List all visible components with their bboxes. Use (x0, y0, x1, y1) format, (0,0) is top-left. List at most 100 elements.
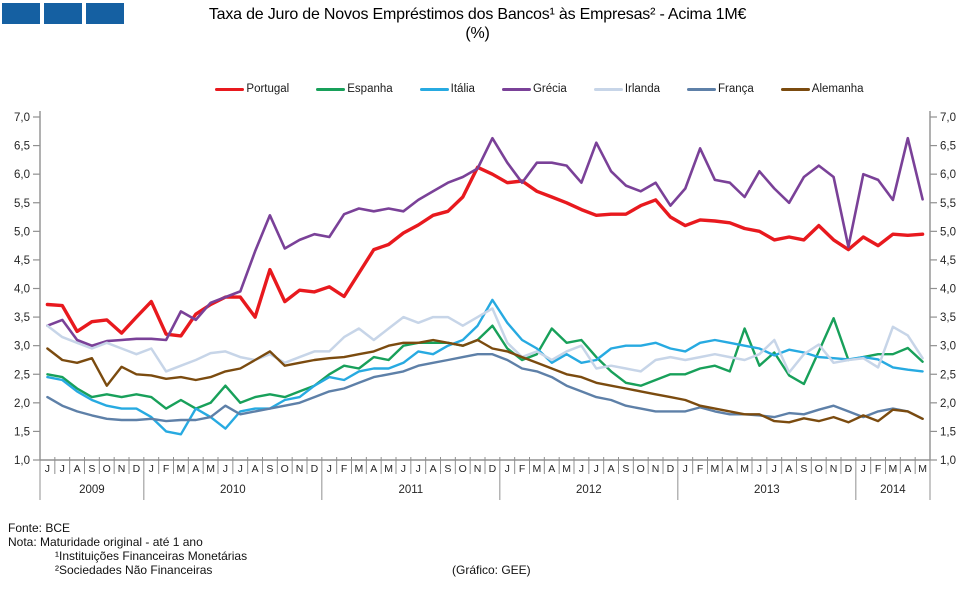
legend-swatch (501, 87, 531, 91)
chart-title: Taxa de Juro de Novos Empréstimos dos Ba… (208, 6, 747, 23)
axis-label: O (459, 463, 467, 475)
logo-square (86, 3, 124, 24)
axis-label: A (252, 463, 259, 475)
axis-label: 2014 (880, 484, 906, 496)
axis-label: 3,5 (14, 312, 30, 324)
axis-label: F (519, 463, 525, 475)
axis-label: 5,0 (14, 226, 30, 238)
axis-label: A (904, 463, 911, 475)
note-sup1-text: ¹Instituições Financeiras Monetárias (55, 549, 248, 563)
axis-label: N (118, 463, 126, 475)
series-line-alemanha (46, 338, 924, 424)
footer-notes: Fonte: BCE Nota: Maturidade original - a… (8, 521, 247, 577)
axis-label: M (206, 463, 215, 475)
axis-label: F (341, 463, 347, 475)
axis-label: A (430, 463, 437, 475)
axis-label: 4,0 (940, 284, 956, 296)
chart-area: 7,0 7,0 6,5 6,5 6,0 6,0 5,5 5,5 5,0 5,0 4,5 4,5 4,0 4… (0, 105, 969, 510)
legend-swatch (687, 87, 716, 91)
axis-label: S (266, 463, 273, 475)
axis-label: 6,5 (14, 141, 30, 153)
axis-label: 2009 (79, 484, 105, 496)
axis-label: M (384, 463, 393, 475)
axis-label: 7,0 (940, 112, 956, 124)
legend-item-franca: França (687, 83, 754, 95)
axis-label: F (697, 463, 703, 475)
note-sup2-text: ²Sociedades Não Financeiras (55, 563, 213, 577)
series-line-grecia (46, 136, 924, 347)
axis-label: M (533, 463, 542, 475)
axis-label: 1,0 (940, 455, 956, 467)
source-text: Fonte: BCE (8, 521, 71, 535)
axis-label: J (861, 463, 866, 475)
legend-item-espanha: Espanha (316, 83, 393, 95)
axis-label: J (757, 463, 762, 475)
axis-label: 2013 (754, 484, 780, 496)
axis-label: J (327, 463, 332, 475)
axis-label: 1,5 (14, 426, 30, 438)
axis-label: F (875, 463, 881, 475)
axis-label: 2,5 (940, 369, 956, 381)
axis-label: A (786, 463, 793, 475)
legend-label: Irlanda (624, 83, 660, 95)
axis-label: M (889, 463, 898, 475)
chart-title-unit: (%) (465, 25, 490, 42)
axis-label: 6,0 (940, 169, 956, 181)
axis-label: D (667, 463, 675, 475)
axis-label: J (594, 463, 599, 475)
axis-label: J (238, 463, 243, 475)
axis-label: J (149, 463, 154, 475)
axis-label: A (608, 463, 615, 475)
series-line-irlanda (46, 307, 924, 374)
legend-item-portugal: Portugal (215, 83, 289, 95)
axis-label: 2010 (220, 484, 246, 496)
legend-label: Espanha (347, 83, 393, 95)
axis-label: 5,5 (14, 198, 30, 210)
axis-label: A (74, 463, 81, 475)
series-lines (45, 136, 925, 436)
axis-label: J (416, 463, 421, 475)
axis-label: J (401, 463, 406, 475)
page-title: Taxa de Juro de Novos Empréstimos dos Ba… (0, 5, 969, 43)
axis-label: A (370, 463, 377, 475)
axis-label: 6,0 (14, 169, 30, 181)
axis-label: 2011 (398, 484, 423, 496)
legend-item-alemanha: Alemanha (780, 83, 864, 95)
logo-square (2, 3, 40, 24)
axis-label: D (845, 463, 853, 475)
series-line-espanha (46, 316, 924, 410)
axis-label: S (800, 463, 807, 475)
axis-label: O (281, 463, 289, 475)
note-text: Nota: Maturidade original - até 1 ano (8, 535, 203, 549)
axis-label: 2,0 (940, 398, 956, 410)
logo-square (44, 3, 82, 24)
axis-label: J (579, 463, 584, 475)
axis-label: J (683, 463, 688, 475)
axis-label: 2,0 (14, 398, 30, 410)
axis-label: N (296, 463, 304, 475)
axis-label: 3,5 (940, 312, 956, 324)
legend-swatch (215, 87, 245, 91)
axis-label: 4,0 (14, 284, 30, 296)
axis-label: 5,0 (940, 226, 956, 238)
axis-label: N (830, 463, 838, 475)
axis-label: F (163, 463, 169, 475)
chart-legend: Portugal Espanha Itália Grécia Irlanda França… (110, 83, 969, 95)
axis-label: 3,0 (940, 341, 956, 353)
axis-label: J (60, 463, 65, 475)
axis-label: S (622, 463, 629, 475)
y-axes: 7,0 7,0 6,5 6,5 6,0 6,0 5,5 5,5 5,0 5,0 4,5 4,5 4,0 4… (14, 111, 956, 467)
axis-label: A (548, 463, 555, 475)
axis-label: 5,5 (940, 198, 956, 210)
axis-label: O (637, 463, 645, 475)
axis-label: S (88, 463, 95, 475)
axis-label: 4,5 (940, 255, 956, 267)
axis-label: J (45, 463, 50, 475)
series-line-franca (46, 352, 924, 423)
axis-label: 2012 (576, 484, 602, 496)
org-logo (2, 3, 124, 24)
axis-label: M (562, 463, 571, 475)
legend-item-grecia: Grécia (501, 83, 567, 95)
legend-swatch (593, 87, 623, 91)
